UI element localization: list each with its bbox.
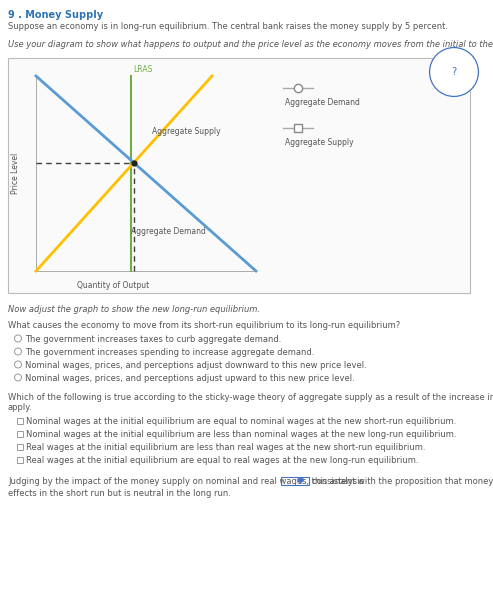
Text: Real wages at the initial equilibrium are equal to real wages at the new long-ru: Real wages at the initial equilibrium ar… xyxy=(26,456,419,465)
Text: Price Level: Price Level xyxy=(11,153,21,194)
Text: Nominal wages, prices, and perceptions adjust upward to this new price level.: Nominal wages, prices, and perceptions a… xyxy=(25,374,355,383)
Text: Aggregate Demand: Aggregate Demand xyxy=(285,98,360,107)
Bar xyxy=(17,444,23,450)
Text: Judging by the impact of the money supply on nominal and real wages, this analys: Judging by the impact of the money suppl… xyxy=(8,477,364,486)
Text: Real wages at the initial equilibrium are less than real wages at the new short-: Real wages at the initial equilibrium ar… xyxy=(26,443,425,452)
Polygon shape xyxy=(298,479,304,483)
Bar xyxy=(281,477,309,485)
Text: effects in the short run but is neutral in the long run.: effects in the short run but is neutral … xyxy=(8,489,231,498)
Text: Aggregate Supply: Aggregate Supply xyxy=(285,138,353,147)
FancyArrow shape xyxy=(298,478,303,481)
Text: ?: ? xyxy=(452,67,457,77)
Text: Suppose an economy is in long-run equilibrium. The central bank raises the money: Suppose an economy is in long-run equili… xyxy=(8,22,448,31)
Text: The government increases taxes to curb aggregate demand.: The government increases taxes to curb a… xyxy=(25,335,282,344)
Text: LRAS: LRAS xyxy=(134,65,153,74)
Text: 9 . Money Supply: 9 . Money Supply xyxy=(8,10,103,20)
Bar xyxy=(8,58,470,293)
Text: Nominal wages at the initial equilibrium are equal to nominal wages at the new s: Nominal wages at the initial equilibrium… xyxy=(26,417,456,426)
Bar xyxy=(17,457,23,463)
Text: Aggregate Demand: Aggregate Demand xyxy=(131,228,206,237)
Text: Quantity of Output: Quantity of Output xyxy=(77,281,149,290)
Text: Aggregate Supply: Aggregate Supply xyxy=(152,127,221,136)
Text: Which of the following is true according to the sticky-wage theory of aggregate : Which of the following is true according… xyxy=(8,393,493,402)
Bar xyxy=(17,431,23,437)
Text: What causes the economy to move from its short-run equilibrium to its long-run e: What causes the economy to move from its… xyxy=(8,321,400,330)
Text: consistent with the proposition that money has real: consistent with the proposition that mon… xyxy=(312,477,493,486)
Text: Now adjust the graph to show the new long-run equilibrium.: Now adjust the graph to show the new lon… xyxy=(8,305,260,314)
Text: Use your diagram to show what happens to output and the price level as the econo: Use your diagram to show what happens to… xyxy=(8,40,493,49)
Text: Nominal wages at the initial equilibrium are less than nominal wages at the new : Nominal wages at the initial equilibrium… xyxy=(26,430,457,439)
Bar xyxy=(17,418,23,424)
Text: The government increases spending to increase aggregate demand.: The government increases spending to inc… xyxy=(25,348,315,357)
Text: Nominal wages, prices, and perceptions adjust downward to this new price level.: Nominal wages, prices, and perceptions a… xyxy=(25,361,367,370)
Text: apply.: apply. xyxy=(8,403,33,412)
